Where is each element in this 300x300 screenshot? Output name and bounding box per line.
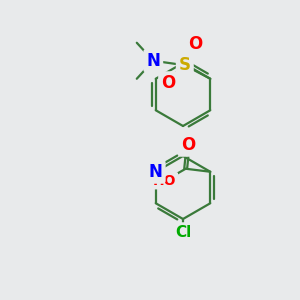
Text: N: N <box>146 52 160 70</box>
Text: S: S <box>179 56 191 74</box>
Text: O: O <box>161 74 176 92</box>
Text: O: O <box>181 136 195 154</box>
Text: HO: HO <box>153 174 176 188</box>
Text: N: N <box>149 163 163 181</box>
Text: Cl: Cl <box>175 225 191 240</box>
Text: O: O <box>188 34 202 52</box>
